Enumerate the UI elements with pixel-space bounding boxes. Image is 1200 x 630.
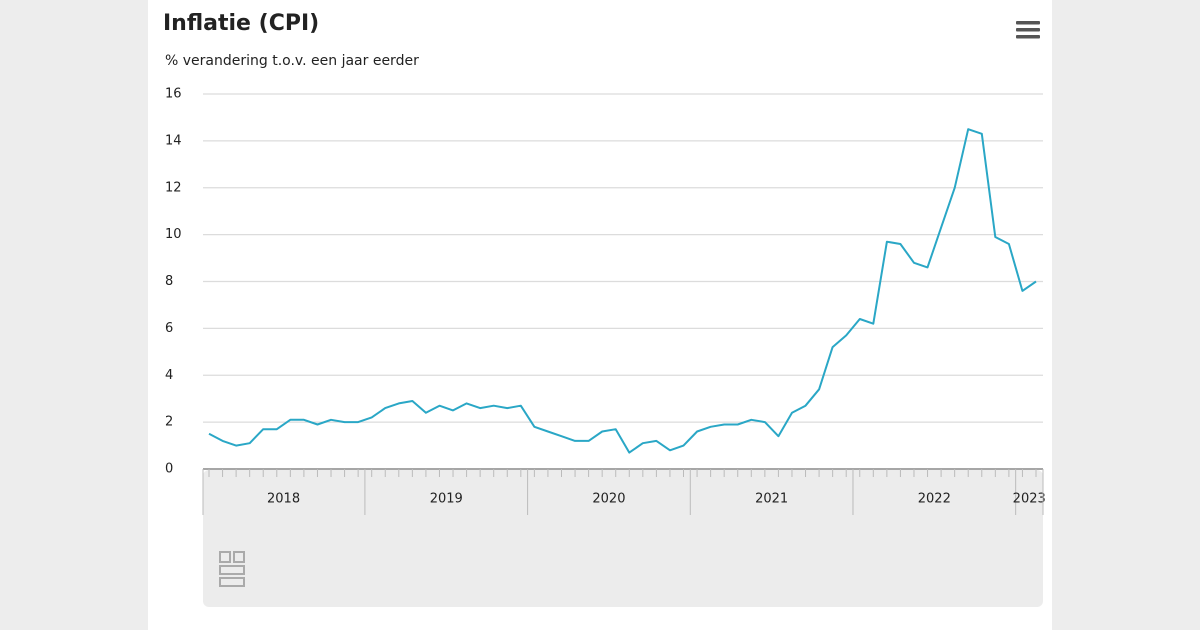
- chart-title: Inflatie (CPI): [163, 11, 319, 36]
- y-tick-label: 0: [165, 462, 173, 477]
- x-tick-label: 2023: [1013, 492, 1046, 507]
- x-tick-label: 2018: [267, 492, 300, 507]
- y-tick-label: 2: [165, 415, 173, 430]
- x-tick-label: 2019: [430, 492, 463, 507]
- y-tick-label: 8: [165, 274, 173, 289]
- x-tick-label: 2020: [592, 492, 625, 507]
- y-tick-label: 12: [165, 180, 182, 195]
- x-tick-label: 2021: [755, 492, 788, 507]
- y-tick-label: 6: [165, 321, 173, 336]
- y-tick-label: 16: [165, 87, 182, 102]
- y-tick-label: 14: [165, 133, 182, 148]
- navigator: [203, 470, 1043, 607]
- x-tick-label: 2022: [918, 492, 951, 507]
- cbs-logo: [219, 551, 245, 587]
- y-tick-label: 10: [165, 227, 182, 242]
- y-tick-label: 4: [165, 368, 173, 383]
- menu-icon[interactable]: [1016, 21, 1040, 39]
- chart-subtitle: % verandering t.o.v. een jaar eerder: [165, 53, 419, 69]
- line: [208, 128, 1037, 454]
